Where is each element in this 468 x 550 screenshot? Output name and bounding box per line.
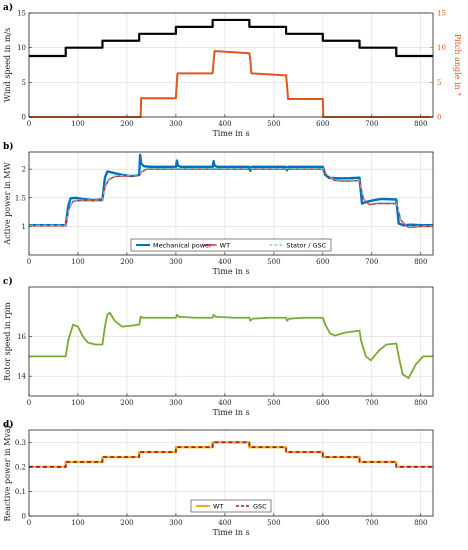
- legend-entry: WT: [213, 502, 223, 510]
- y-right-tick-label: 15: [437, 10, 446, 18]
- x-tick-label: 600: [316, 519, 329, 527]
- axes-frame: [28, 429, 434, 517]
- x-tick-label: 700: [365, 519, 378, 527]
- y-right-tick-label: 0: [437, 114, 441, 122]
- x-tick-label: 700: [365, 399, 378, 407]
- series-line-p3-1: [29, 311, 433, 380]
- x-tick-label: 400: [218, 519, 231, 527]
- x-tick-label: 200: [120, 258, 133, 266]
- x-tick-label: 400: [218, 399, 231, 407]
- y-axis-label: Rotor speed in rpm: [3, 302, 12, 381]
- series-line-wt: [29, 168, 433, 229]
- legend-entry: WT: [220, 241, 230, 249]
- y-right-tick-label: 5: [437, 79, 441, 87]
- series-line-p1-2: [29, 50, 433, 118]
- x-tick-label: 200: [120, 120, 133, 128]
- x-tick-label: 300: [169, 399, 182, 407]
- y-right-axis-label: Pitch angle in °: [453, 34, 462, 96]
- y-axis-label: Wind speed in m/s: [3, 28, 12, 102]
- legend-box: [190, 499, 272, 513]
- y-tick-label: 1.5: [15, 194, 26, 202]
- x-tick-label: 100: [71, 120, 84, 128]
- chart-panel-2: 0 100 200 300 400 500 600 700 800 1 1.5 2 Time in s A…: [3, 141, 434, 276]
- x-axis-label: Time in s: [212, 408, 249, 417]
- y-tick-label: 15: [17, 10, 26, 18]
- x-axis-label: Time in s: [212, 129, 249, 138]
- legend-entry: GSC: [253, 502, 267, 510]
- x-tick-label: 0: [27, 399, 31, 407]
- y-tick-label: 0: [22, 114, 26, 122]
- y-tick-label: 10: [17, 44, 26, 52]
- series-line-p1-1: [29, 18, 433, 58]
- series-line-wt: [29, 441, 433, 469]
- x-axis-label: Time in s: [212, 528, 249, 537]
- y-tick-label: 0: [22, 513, 26, 521]
- y-tick-label: 2: [22, 166, 26, 174]
- x-tick-label: 0: [27, 120, 31, 128]
- x-axis-label: Time in s: [212, 267, 249, 276]
- x-tick-label: 800: [414, 519, 427, 527]
- x-tick-label: 400: [218, 120, 231, 128]
- x-tick-label: 800: [414, 258, 427, 266]
- y-tick-label: 16: [17, 333, 26, 341]
- chart-panel-1: 0 100 200 300 400 500 600 700 800 0 5 10 15 0 5 10 15 Pit…: [3, 2, 462, 138]
- x-tick-label: 300: [169, 120, 182, 128]
- x-tick-label: 100: [71, 258, 84, 266]
- x-tick-label: 600: [316, 258, 329, 266]
- y-tick-label: 1: [22, 223, 26, 231]
- y-tick-label: 0.3: [15, 439, 26, 447]
- x-tick-label: 800: [414, 399, 427, 407]
- x-tick-label: 100: [71, 519, 84, 527]
- y-axis-label: Active power in MW: [3, 162, 12, 246]
- x-tick-label: 500: [267, 258, 280, 266]
- x-tick-label: 0: [27, 258, 31, 266]
- x-tick-label: 100: [71, 399, 84, 407]
- x-tick-label: 700: [365, 258, 378, 266]
- y-tick-label: 5: [22, 79, 26, 87]
- axes-frame: [28, 286, 434, 397]
- axes-frame: [28, 151, 434, 256]
- x-tick-label: 400: [218, 258, 231, 266]
- y-tick-label: 14: [17, 373, 26, 381]
- axes-frame: [28, 12, 434, 118]
- x-tick-label: 200: [120, 519, 133, 527]
- panel-label: d): [3, 419, 14, 430]
- x-tick-label: 600: [316, 120, 329, 128]
- x-tick-label: 0: [27, 519, 31, 527]
- series-line-stator-gsc: [29, 167, 433, 228]
- legend-entry: Mechanical power: [153, 241, 212, 249]
- y-tick-label: 0.1: [15, 488, 26, 496]
- series-line-mechanical-power: [29, 153, 433, 227]
- chart-panel-4: 0 100 200 300 400 500 600 700 800 0 0.1 0.2 0.3 Time …: [3, 419, 434, 537]
- x-tick-label: 200: [120, 399, 133, 407]
- panel-label: c): [3, 276, 13, 287]
- panel-label: b): [3, 141, 14, 152]
- x-tick-label: 800: [414, 120, 427, 128]
- legend: Mechanical power WT Stator / GSC: [130, 238, 332, 252]
- x-tick-label: 600: [316, 399, 329, 407]
- x-tick-label: 500: [267, 519, 280, 527]
- x-tick-label: 500: [267, 399, 280, 407]
- series-line-gsc: [29, 441, 433, 468]
- chart-panel-3: 0 100 200 300 400 500 600 700 800 14 16 Time in s Ro…: [3, 276, 434, 417]
- legend-box: [130, 238, 332, 252]
- panel-label: a): [3, 2, 13, 13]
- y-axis-label: Reactive power in Mvar: [3, 424, 12, 521]
- y-right-tick-label: 10: [437, 44, 446, 52]
- x-tick-label: 500: [267, 120, 280, 128]
- y-tick-label: 0.2: [15, 463, 26, 471]
- legend-entry: Stator / GSC: [286, 241, 326, 249]
- x-tick-label: 300: [169, 258, 182, 266]
- legend: WT GSC: [190, 499, 272, 513]
- x-tick-label: 700: [365, 120, 378, 128]
- x-tick-label: 300: [169, 519, 182, 527]
